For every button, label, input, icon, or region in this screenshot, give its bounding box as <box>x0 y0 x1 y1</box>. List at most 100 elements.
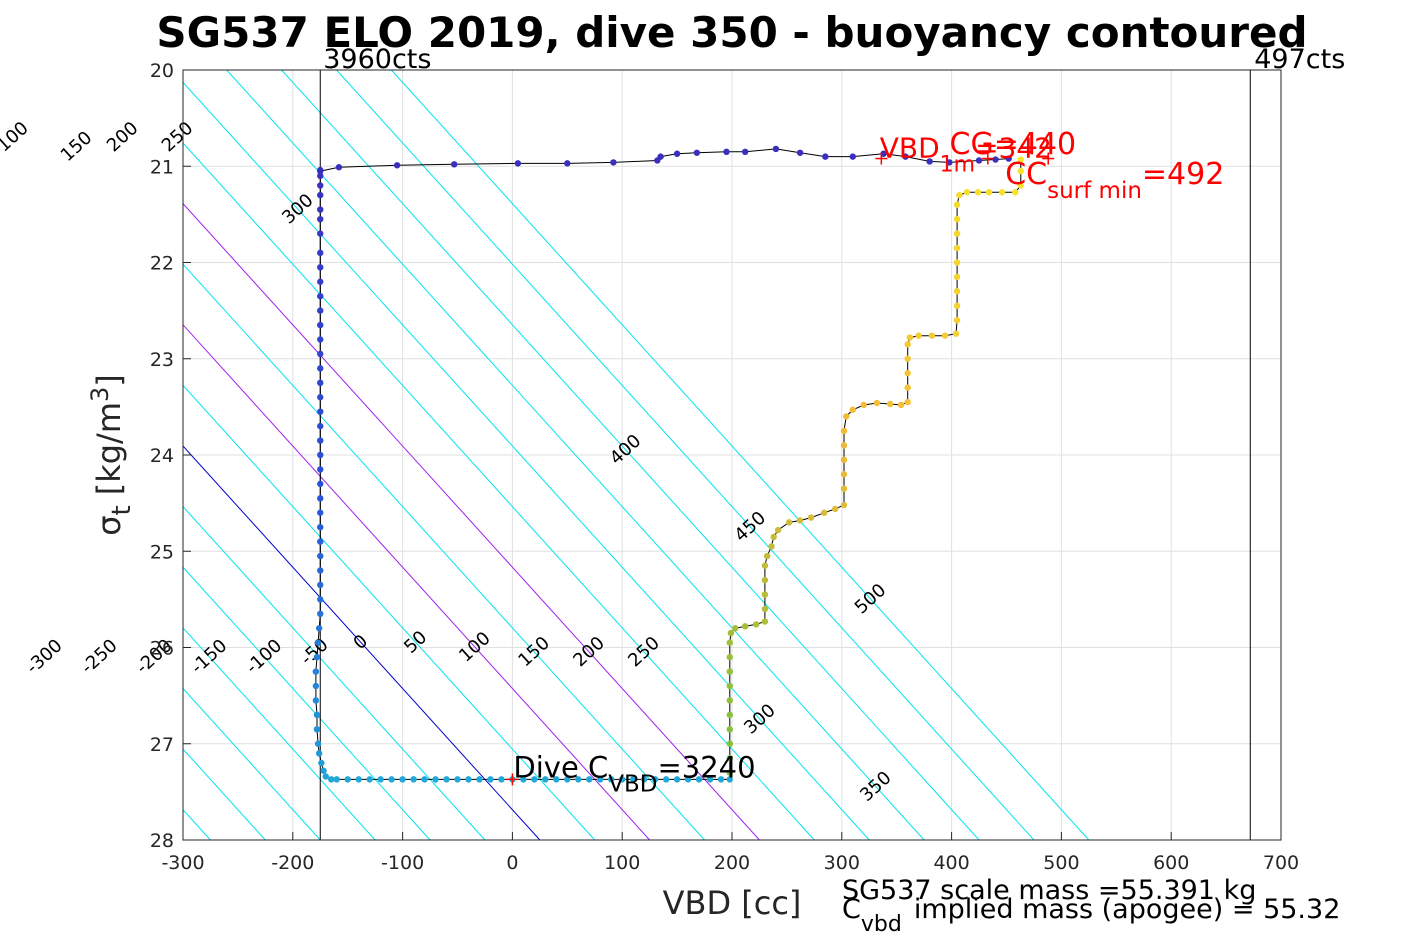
data-point <box>619 776 626 783</box>
data-point <box>906 334 914 341</box>
data-point <box>317 264 324 271</box>
y-tick-label: 24 <box>150 445 174 467</box>
data-point <box>454 776 461 783</box>
data-point <box>992 156 999 163</box>
vbd-1m-annotation: VBD1m=342 <box>880 131 1052 177</box>
data-point <box>314 639 322 646</box>
data-point <box>317 538 324 545</box>
data-point <box>610 159 617 166</box>
data-point <box>807 514 815 521</box>
x-tick-label: 200 <box>714 852 750 874</box>
data-point <box>318 759 325 767</box>
data-point <box>313 726 321 733</box>
data-point <box>941 332 949 339</box>
contour-line <box>391 70 1090 840</box>
data-point <box>317 610 324 618</box>
data-point <box>952 330 960 337</box>
dive-c-vbd-sub: VBD <box>608 771 657 797</box>
data-point <box>317 350 324 358</box>
y-tick-label: 27 <box>150 734 174 756</box>
plus-marker <box>981 152 994 165</box>
data-point <box>344 776 351 783</box>
data-point <box>761 618 769 625</box>
data-point <box>317 437 324 444</box>
data-point <box>1017 156 1024 163</box>
data-point <box>317 581 324 589</box>
data-point <box>998 189 1006 196</box>
data-point <box>726 653 734 661</box>
plus-marker <box>1042 152 1055 165</box>
data-point <box>317 480 324 488</box>
data-point <box>684 776 692 783</box>
data-point <box>849 153 856 160</box>
data-point <box>317 172 324 180</box>
data-point <box>597 776 604 783</box>
contour-label: 450 <box>730 507 770 546</box>
implied-mass-main: C <box>842 894 861 925</box>
data-point <box>953 259 961 266</box>
data-point <box>904 341 911 348</box>
data-point <box>377 776 384 783</box>
data-point <box>727 629 735 637</box>
data-point <box>904 384 911 391</box>
data-point <box>726 740 734 747</box>
data-point <box>842 413 850 420</box>
contour-line <box>183 384 596 840</box>
data-point <box>608 776 615 783</box>
data-point <box>849 406 856 413</box>
data-point <box>840 471 848 478</box>
data-point <box>317 249 324 257</box>
vbd-1m-main: VBD <box>880 131 940 164</box>
data-point <box>451 161 458 168</box>
data-point <box>796 149 804 156</box>
cc-surf-min-sub: surf min <box>1047 178 1142 204</box>
x-tick-label: 700 <box>1263 852 1299 874</box>
data-point <box>1012 189 1019 196</box>
data-point <box>366 776 373 783</box>
data-point <box>761 591 769 598</box>
data-point <box>963 189 971 196</box>
data-point <box>772 145 780 153</box>
contour-line <box>183 566 431 840</box>
contour-label: -50 <box>297 634 333 669</box>
data-point <box>726 668 734 675</box>
data-point <box>673 776 681 783</box>
data-point <box>673 150 681 157</box>
data-point <box>657 153 664 160</box>
data-point <box>317 167 324 175</box>
contour-label: 300 <box>740 700 780 739</box>
y-tick-label: 28 <box>150 830 174 852</box>
contour-line <box>183 81 870 840</box>
contour-label: 350 <box>856 767 896 806</box>
data-point <box>564 776 571 783</box>
data-point <box>640 776 648 783</box>
y-tick-label: 25 <box>150 541 174 563</box>
data-point <box>860 401 867 409</box>
data-point <box>432 776 439 783</box>
data-point <box>317 552 324 560</box>
plus-marker <box>875 152 888 165</box>
x-tick-label: -100 <box>381 852 424 874</box>
x-tick-label: 400 <box>933 852 969 874</box>
data-point <box>312 697 320 704</box>
data-point <box>313 711 321 719</box>
data-point <box>840 501 848 509</box>
chart-title: SG537 ELO 2019, dive 350 - buoyancy cont… <box>156 8 1307 57</box>
data-point <box>487 776 494 783</box>
contour-label: 250 <box>158 118 198 157</box>
x-tick-label: 500 <box>1043 852 1079 874</box>
data-point <box>1017 182 1024 189</box>
data-point <box>840 456 848 464</box>
contour-label: 100 <box>455 628 495 667</box>
contour-label: 150 <box>514 633 554 672</box>
data-point <box>317 408 324 415</box>
y-axis-label-sub: t <box>107 505 137 515</box>
contour-label: 150 <box>57 127 97 166</box>
x-tick-label: 0 <box>506 852 518 874</box>
data-point <box>317 206 324 213</box>
data-point <box>752 621 760 628</box>
data-point <box>317 451 324 459</box>
data-point <box>723 148 730 156</box>
data-point <box>355 776 362 783</box>
vbd-1m-value: =342 <box>975 131 1052 164</box>
